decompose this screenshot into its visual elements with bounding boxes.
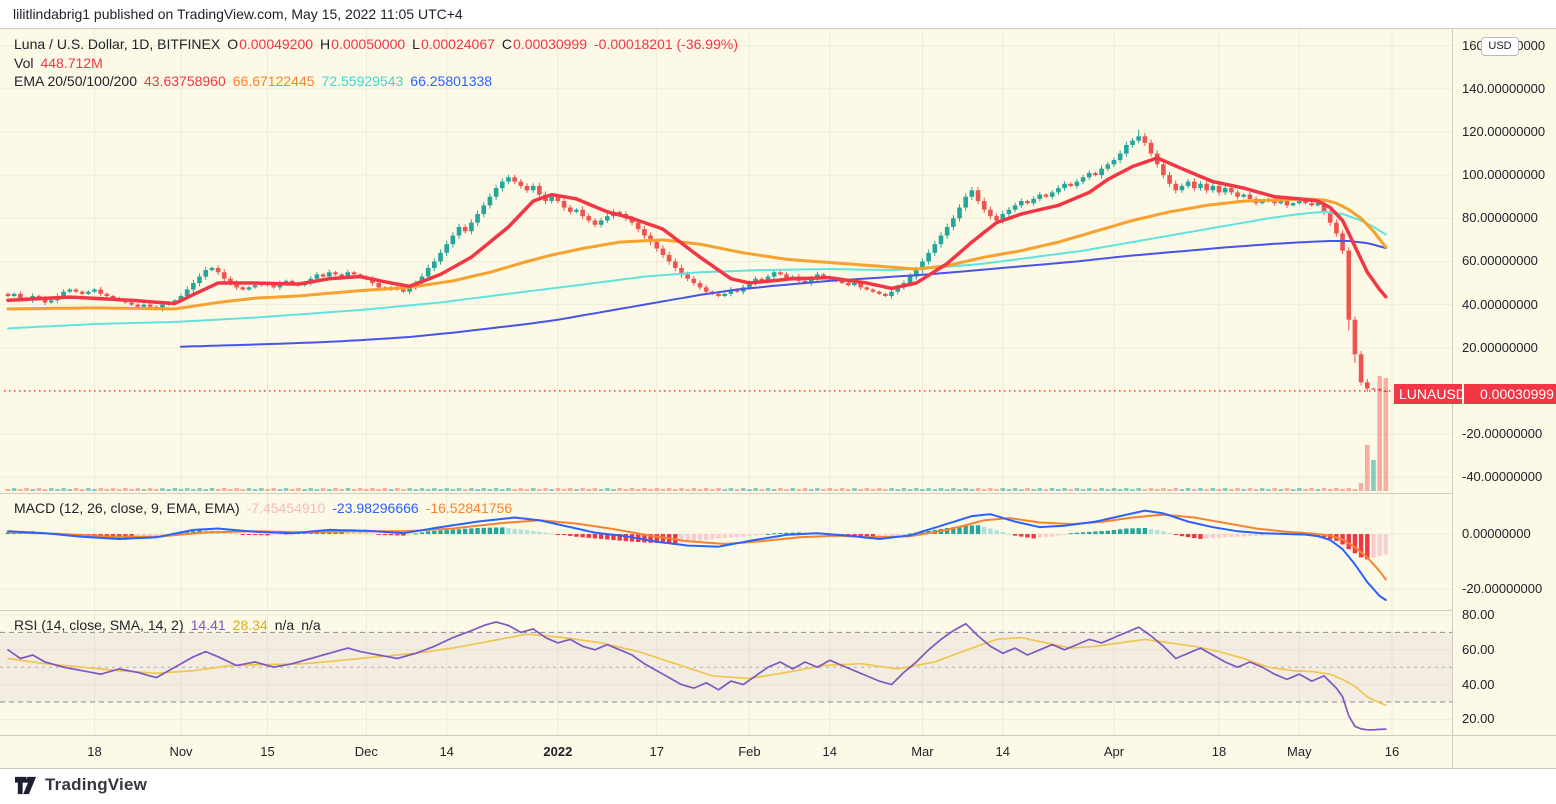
high-label: H: [320, 36, 331, 52]
rsi-tick-label: 60.00: [1462, 641, 1495, 657]
tradingview-logo-icon: [14, 776, 37, 794]
publish-info-text: lilitlindabrig1 published on TradingView…: [13, 6, 463, 22]
rsi-tick-label: 40.00: [1462, 676, 1495, 692]
close-label: C: [501, 36, 513, 52]
time-tick-label: 16: [1384, 744, 1400, 759]
macd-signal-value: -16.52841756: [425, 500, 513, 516]
chart-top-border: [0, 28, 1556, 29]
ema20-value: 43.63758960: [144, 73, 226, 89]
currency-unit-button[interactable]: USD: [1481, 37, 1519, 56]
tradingview-logo-link[interactable]: TradingView: [14, 773, 147, 797]
time-axis-separator: [0, 735, 1556, 736]
macd-line-value: -23.98296666: [332, 500, 419, 516]
time-tick-label: 14: [439, 744, 454, 759]
time-tick-label: 15: [260, 744, 275, 759]
change-value: -0.00018201 (-36.99%): [594, 36, 738, 52]
chart-bottom-border: [0, 768, 1556, 769]
price-tick-label: 140.00000000: [1462, 80, 1546, 96]
badge-price: 0.00030999: [1464, 384, 1556, 404]
time-tick-label: Mar: [911, 744, 934, 759]
price-tick-label: -40.00000000: [1462, 469, 1543, 485]
ema200-value: 66.25801338: [410, 73, 493, 89]
price-axis-scale[interactable]: 160.00000000140.00000000120.00000000100.…: [1452, 28, 1556, 735]
rsi-label: RSI (14, close, SMA, 14, 2): [14, 617, 184, 633]
rsi-sma-value: 28.34: [232, 617, 268, 633]
price-tick-label: 40.00000000: [1462, 296, 1538, 312]
price-tick-label: -20.00000000: [1462, 426, 1543, 442]
time-tick-label: Apr: [1103, 744, 1125, 759]
open-label: O: [227, 36, 239, 52]
volume-label: Vol: [14, 55, 34, 71]
symbol-title: Luna / U.S. Dollar, 1D, BITFINEX: [14, 36, 221, 52]
rsi-tick-label: 20.00: [1462, 711, 1495, 727]
price-tick-label: 80.00000000: [1462, 210, 1538, 226]
rsi-upper-na: n/a: [274, 617, 295, 633]
time-tick-label: 14: [995, 744, 1010, 759]
chart-background: [0, 28, 1556, 768]
macd-hist-value: -7.45454910: [246, 500, 326, 516]
time-tick-label: 18: [87, 744, 102, 759]
macd-label: MACD (12, 26, close, 9, EMA, EMA): [14, 500, 240, 516]
macd-legend[interactable]: MACD (12, 26, close, 9, EMA, EMA) -7.4545…: [14, 500, 519, 516]
time-tick-label: Nov: [169, 744, 193, 759]
last-price-badge: LUNAUSD 0.00030999: [1394, 384, 1556, 404]
ema50-value: 66.67122445: [232, 73, 315, 89]
low-value: 0.00024067: [420, 36, 495, 52]
ema-legend[interactable]: EMA 20/50/100/200 43.63758960 66.67122445 7…: [14, 73, 499, 89]
price-tick-label: 20.00000000: [1462, 339, 1538, 355]
macd-pane-separator[interactable]: [0, 493, 1452, 494]
time-tick-label: 17: [649, 744, 664, 759]
low-label: L: [412, 36, 420, 52]
price-tick-label: 120.00000000: [1462, 124, 1546, 139]
badge-symbol: LUNAUSD: [1394, 384, 1466, 404]
price-tick-label: 60.00000000: [1462, 253, 1538, 269]
macd-tick-label: 0.00000000: [1462, 526, 1531, 542]
rsi-legend[interactable]: RSI (14, close, SMA, 14, 2) 14.41 28.34 n/a…: [14, 617, 328, 633]
chart-canvas[interactable]: [0, 28, 1452, 735]
time-axis-scale[interactable]: 18 Nov 15 Dec 14 2022 17 Feb 14 Mar 14 Apr 18 May 16: [0, 735, 1452, 768]
time-tick-label: 14: [822, 744, 837, 759]
rsi-pane-separator[interactable]: [0, 610, 1452, 611]
rsi-tick-label: 80.00: [1462, 607, 1495, 623]
open-value: 0.00049200: [239, 36, 314, 52]
rsi-value: 14.41: [190, 617, 226, 633]
time-tick-label: 2022: [543, 744, 573, 759]
tradingview-logo-text: TradingView: [45, 775, 148, 794]
time-tick-label: 18: [1211, 744, 1227, 759]
volume-legend[interactable]: Vol 448.712M: [14, 55, 110, 71]
ema-label: EMA 20/50/100/200: [14, 73, 137, 89]
time-tick-label: Dec: [354, 744, 378, 759]
time-tick-label: May: [1287, 744, 1312, 759]
rsi-lower-na: n/a: [301, 617, 321, 633]
price-tick-label: 100.00000000: [1462, 167, 1546, 183]
symbol-header[interactable]: Luna / U.S. Dollar, 1D, BITFINEX O0.00049…: [14, 36, 745, 52]
high-value: 0.00050000: [331, 36, 406, 52]
macd-tick-label: -20.00000000: [1462, 581, 1543, 597]
time-tick-label: Feb: [738, 744, 761, 759]
close-value: 0.00030999: [513, 36, 587, 52]
publish-info-bar: lilitlindabrig1 published on TradingView…: [0, 0, 1556, 28]
volume-value: 448.712M: [40, 55, 103, 71]
ema100-value: 72.55929543: [321, 73, 404, 89]
